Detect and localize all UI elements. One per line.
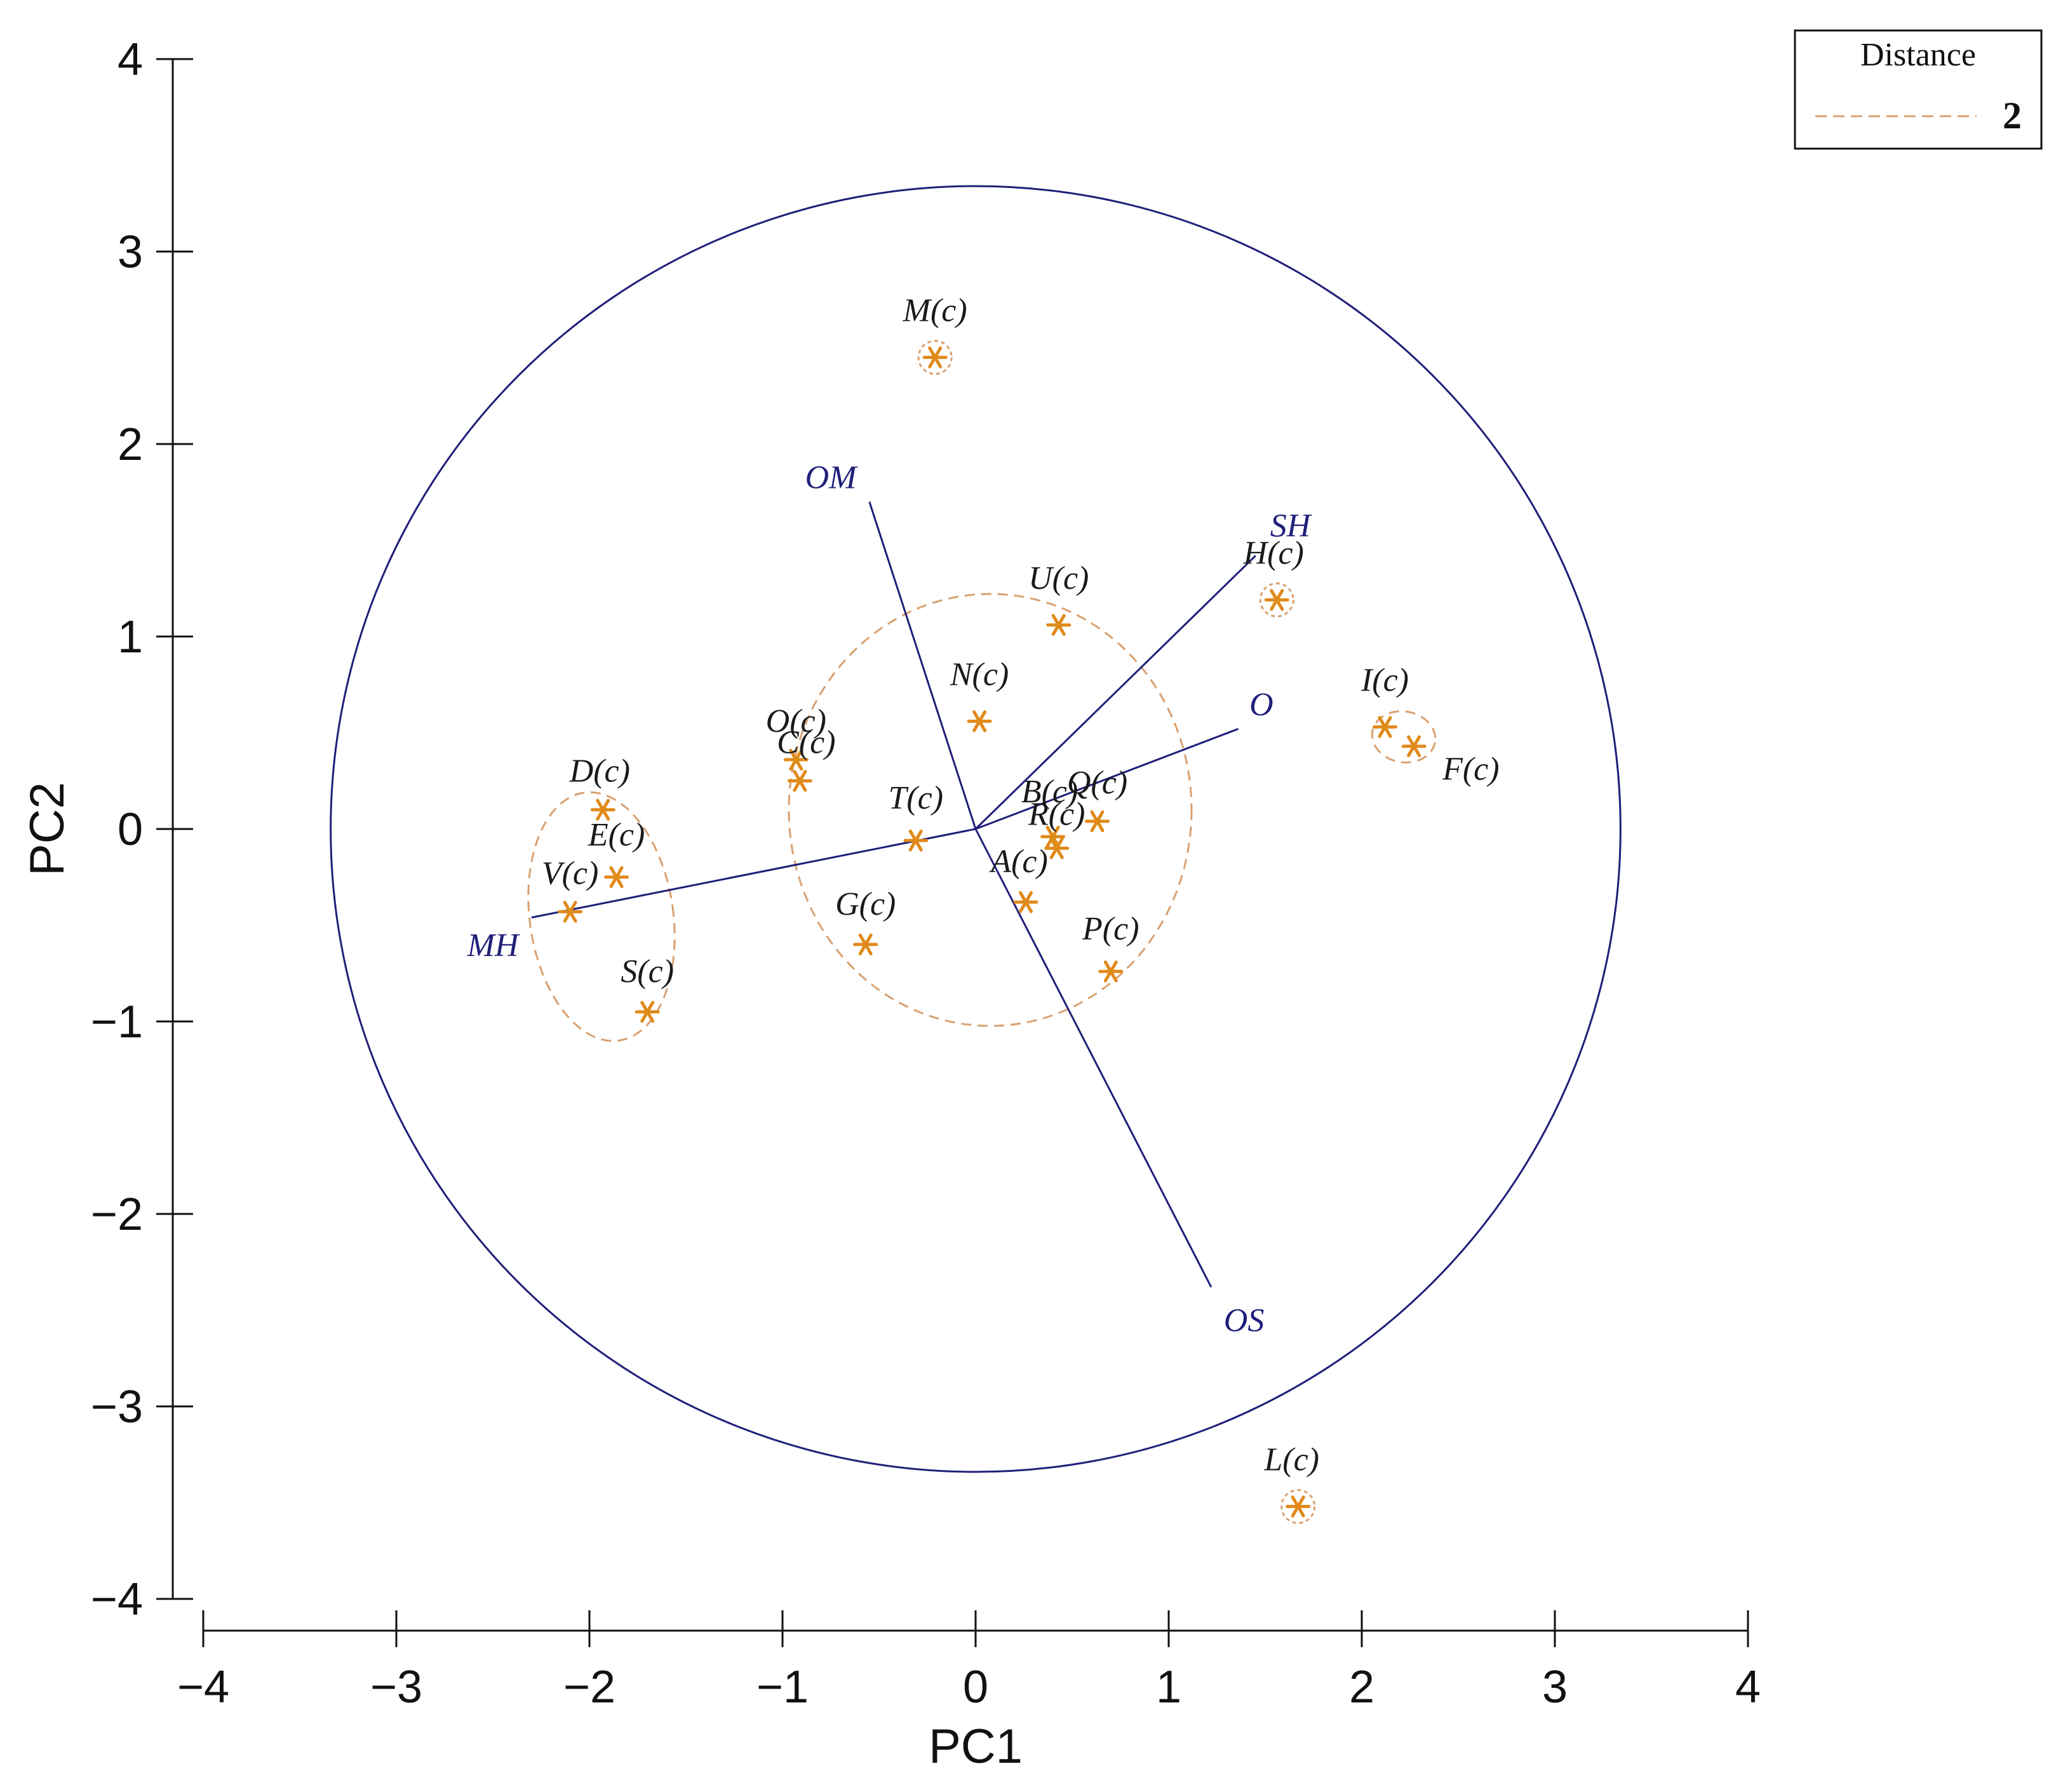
point-g-c (853, 933, 878, 956)
y-tick-label: −3 (91, 1382, 143, 1432)
x-tick-label: 0 (963, 1662, 988, 1713)
point-label-d-c: D(c) (569, 753, 630, 790)
point-v-c (558, 901, 583, 923)
cluster-central (788, 593, 1193, 1027)
x-tick-label: 4 (1735, 1662, 1761, 1713)
point-label-p-c: P(c) (1082, 911, 1139, 947)
point-label-h-c: H(c) (1243, 535, 1304, 571)
y-axis-title: PC2 (20, 782, 74, 876)
variable-vectors-layer: OM SH O MH OS (467, 460, 1312, 1339)
point-l-c (1280, 1489, 1316, 1525)
y-tick-label: −1 (91, 997, 143, 1048)
vector-label-o: O (1249, 687, 1273, 723)
vector-sh (974, 555, 1256, 830)
y-tick-label: −4 (91, 1574, 143, 1625)
legend-box (1794, 29, 2043, 150)
point-label-s-c: S(c) (621, 953, 674, 990)
point-label-o-c: O(c) (766, 703, 826, 739)
y-tick-label: 1 (118, 612, 143, 663)
legend-value: 2 (2003, 95, 2022, 137)
x-tick-label: −4 (177, 1662, 229, 1713)
point-label-i-c: I(c) (1361, 662, 1409, 698)
correlation-circle-layer (330, 185, 1622, 1473)
point-label-v-c: V(c) (542, 855, 598, 891)
point-label-g-c: G(c) (835, 886, 896, 922)
point-label-c-c: C(c) (777, 724, 835, 760)
point-label-n-c: N(c) (950, 656, 1009, 692)
x-axis-title: PC1 (929, 1720, 1023, 1774)
x-tick-label: −1 (756, 1662, 809, 1713)
point-label-b-c: B(c) (1021, 774, 1078, 810)
point-label-l-c: L(c) (1263, 1442, 1319, 1478)
x-tick-label: 1 (1156, 1662, 1181, 1713)
y-tick-label: 0 (118, 804, 143, 855)
point-s-c (635, 1000, 660, 1023)
cluster-outlines-layer (527, 593, 1437, 1042)
vector-label-om: OM (805, 460, 859, 496)
vector-label-sh: SH (1270, 508, 1312, 544)
point-o-c (783, 748, 809, 771)
point-e-c (604, 866, 629, 888)
point-c-c (787, 770, 812, 792)
point-label-a-c: A(c) (989, 844, 1047, 880)
point-q-c (1085, 810, 1110, 833)
point-label-m-c: M(c) (903, 293, 967, 329)
point-label-t-c: T(c) (888, 780, 943, 816)
y-tick-label: 3 (118, 227, 143, 278)
vector-label-mh: MH (467, 927, 520, 964)
correlation-circle (330, 185, 1622, 1473)
point-r-c (1044, 837, 1070, 859)
point-h-c (1259, 582, 1294, 617)
y-tick-label: 2 (118, 419, 143, 470)
cluster-left (527, 791, 676, 1042)
y-tick-label: 4 (118, 34, 143, 85)
point-m-c (917, 340, 953, 375)
point-label-e-c: E(c) (588, 817, 645, 853)
x-tick-label: −2 (563, 1662, 615, 1713)
point-label-q-c: Q(c) (1067, 765, 1127, 801)
point-u-c (1046, 614, 1072, 637)
axes-layer: 4 3 2 1 0 −1 −2 −3 −4 −4 −3 −2 −1 0 1 2 3 4 (91, 34, 1761, 1713)
vector-om (868, 501, 977, 830)
vector-mh (531, 828, 976, 919)
point-b-c (1040, 825, 1066, 848)
point-t-c (903, 829, 929, 852)
legend-title: Distance (1860, 37, 1976, 73)
x-tick-label: 3 (1542, 1662, 1568, 1713)
point-d-c (590, 798, 615, 821)
cluster-if (1371, 710, 1437, 764)
data-points-layer: M(c) H(c) U(c) N(c) O(c)C(c) I(c) F(c) D(c) E(c)… (542, 293, 1500, 1525)
vector-os (974, 828, 1213, 1288)
legend: Distance 2 (1794, 29, 2043, 150)
x-tick-label: −3 (370, 1662, 422, 1713)
point-label-r-c: R(c) (1028, 796, 1085, 832)
y-tick-label: −2 (91, 1189, 143, 1240)
point-i-c (1372, 716, 1397, 738)
point-label-f-c: F(c) (1442, 751, 1499, 788)
point-p-c (1098, 960, 1124, 983)
x-tick-label: 2 (1349, 1662, 1374, 1713)
vector-o (975, 728, 1239, 830)
point-label-u-c: U(c) (1028, 560, 1089, 596)
point-n-c (967, 710, 992, 732)
point-a-c (1013, 891, 1038, 913)
vector-label-os: OS (1224, 1303, 1265, 1339)
point-f-c (1401, 735, 1427, 757)
